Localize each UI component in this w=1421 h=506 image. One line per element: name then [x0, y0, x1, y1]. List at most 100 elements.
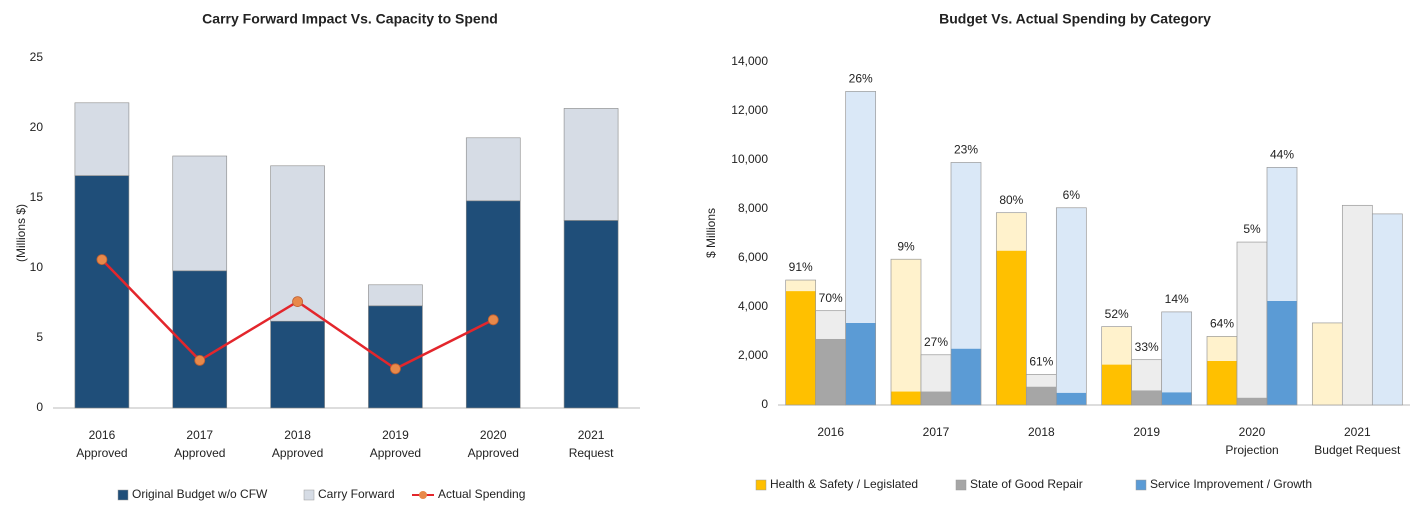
bar-actual [785, 291, 816, 405]
line-marker [390, 363, 401, 375]
data-label: 23% [954, 143, 978, 157]
x-tick-label: 2019 [1133, 425, 1160, 439]
y-tick-label: 0 [761, 397, 768, 411]
bar-outline [1266, 167, 1298, 406]
data-label: 91% [789, 260, 813, 274]
x-tick-label: 2016 [89, 428, 116, 442]
bar-actual [996, 250, 1027, 405]
bar-actual [1101, 364, 1132, 405]
bar-segment [368, 284, 423, 307]
bar-actual [845, 322, 876, 405]
bar-actual [951, 348, 981, 405]
bar-remaining [785, 280, 816, 292]
bar-actual [921, 391, 951, 405]
bar-segment [465, 137, 521, 202]
bar-actual [1131, 390, 1162, 405]
line-marker [96, 254, 108, 266]
bar-remaining [845, 91, 876, 323]
y-tick-label: 14,000 [731, 54, 768, 68]
line-marker [292, 296, 303, 308]
bar-remaining [1207, 336, 1237, 361]
legend-label: Actual Spending [438, 487, 525, 501]
legend-label: Carry Forward [318, 487, 395, 501]
x-tick-label: 2018 [1028, 425, 1055, 439]
data-label: 14% [1165, 292, 1189, 306]
bar-remaining [996, 212, 1027, 251]
bar-segment [270, 165, 325, 322]
bar-actual [1026, 386, 1057, 405]
x-tick-label: 2021 [1344, 425, 1371, 439]
bar-remaining [921, 354, 951, 392]
y-tick-label: 4,000 [738, 299, 768, 313]
bar-actual [1056, 392, 1087, 405]
bar-remaining [815, 310, 846, 339]
data-label: 64% [1210, 317, 1234, 331]
bar-remaining [951, 162, 981, 349]
x-tick-label: 2021 [578, 428, 605, 442]
bar-outline [1161, 311, 1193, 406]
bar-remaining [1237, 242, 1267, 398]
data-label: 26% [849, 72, 873, 86]
bar-segment [172, 270, 228, 409]
bar-remaining [1161, 311, 1192, 393]
bar-segment [74, 175, 130, 409]
legend-swatch [117, 489, 129, 501]
bar-segment [563, 220, 619, 409]
legend-label: Original Budget w/o CFW [132, 487, 268, 501]
x-tick-label: Approved [174, 446, 225, 460]
line-marker [194, 354, 206, 366]
y-axis-label: $ Millions [704, 208, 718, 258]
x-tick-label: 2020 [480, 428, 507, 442]
legend-label: Health & Safety / Legislated [770, 477, 918, 491]
bar-outline [890, 258, 922, 406]
data-label: 61% [1029, 355, 1053, 369]
y-axis-label: (Millions $) [14, 204, 28, 262]
data-label: 33% [1135, 340, 1159, 354]
bar-remaining [1342, 205, 1373, 405]
legend-swatch [755, 479, 767, 491]
y-tick-label: 10 [30, 260, 44, 274]
y-tick-label: 15 [30, 190, 44, 204]
x-tick-label: 2017 [923, 425, 950, 439]
chart-title: Budget Vs. Actual Spending by Category [939, 11, 1211, 27]
bar-outline [950, 162, 982, 406]
y-tick-label: 2,000 [738, 348, 768, 362]
line-marker [487, 314, 499, 326]
x-tick-label: 2019 [382, 428, 409, 442]
x-tick-label: Approved [370, 446, 421, 460]
data-label: 52% [1105, 307, 1129, 321]
bar-segment [172, 155, 228, 272]
x-tick-label: 2020 [1239, 425, 1266, 439]
bar-actual [1237, 397, 1267, 405]
y-tick-label: 12,000 [731, 103, 768, 117]
bar-actual [1207, 360, 1237, 405]
bar-remaining [891, 259, 921, 392]
x-tick-label: Budget Request [1314, 443, 1401, 457]
x-tick-label: Approved [76, 446, 127, 460]
data-label: 9% [897, 239, 915, 253]
bar-remaining [1026, 374, 1057, 387]
x-tick-label: Approved [468, 446, 519, 460]
bar-segment [270, 320, 325, 409]
data-label: 44% [1270, 148, 1294, 162]
bar-remaining [1372, 213, 1403, 405]
y-tick-label: 25 [30, 50, 44, 64]
x-tick-label: Request [569, 446, 614, 460]
x-tick-label: 2018 [284, 428, 311, 442]
legend-label: Service Improvement / Growth [1150, 477, 1312, 491]
bar-actual [815, 338, 846, 405]
y-tick-label: 5 [36, 330, 43, 344]
legend-swatch [1135, 479, 1147, 491]
bar-outline [1055, 207, 1087, 406]
bar-outline [1371, 213, 1403, 406]
legend-label: State of Good Repair [970, 477, 1083, 491]
y-tick-label: 6,000 [738, 250, 768, 264]
x-tick-label: 2017 [186, 428, 213, 442]
bar-remaining [1312, 322, 1343, 405]
y-tick-label: 10,000 [731, 152, 768, 166]
data-label: 5% [1243, 222, 1261, 236]
y-tick-label: 0 [36, 400, 43, 414]
data-label: 80% [999, 193, 1023, 207]
